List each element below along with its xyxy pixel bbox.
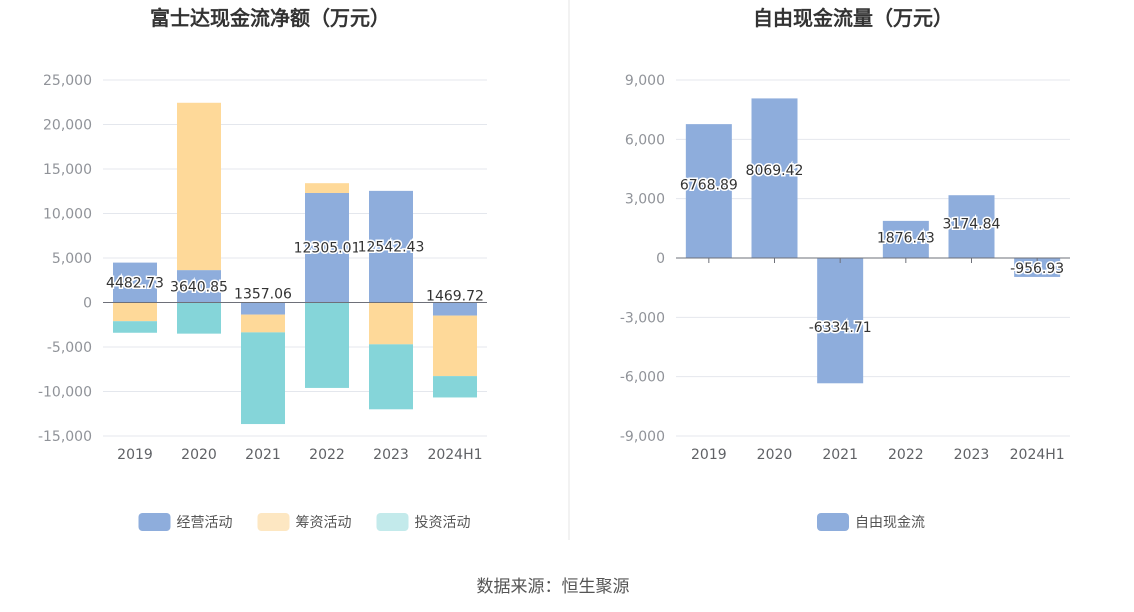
data-label: 1357.06	[234, 287, 292, 303]
data-label: 12542.43	[358, 240, 425, 256]
bar	[433, 302, 477, 316]
y-tick-label: 0	[83, 296, 92, 312]
bar	[113, 262, 157, 303]
source-note: 数据来源：恒生聚源	[477, 577, 630, 597]
bar	[433, 376, 477, 398]
y-tick-label: 6,000	[625, 132, 665, 148]
y-tick-label: -5,000	[47, 340, 92, 356]
legend-label: 筹资活动	[296, 514, 352, 531]
data-label: 1876.43	[877, 231, 935, 247]
bar	[113, 302, 157, 322]
data-label: -956.93	[1010, 261, 1064, 277]
bar	[369, 302, 413, 345]
x-tick-label: 2021	[245, 447, 281, 463]
bar	[882, 220, 929, 258]
y-tick-label: 10,000	[43, 207, 92, 223]
bar	[305, 302, 349, 388]
data-label: 8069.42	[746, 163, 804, 179]
y-tick-label: -15,000	[38, 429, 92, 445]
data-label: 4482.73	[106, 276, 164, 292]
x-tick-label: 2024H1	[427, 447, 482, 463]
y-tick-label: 25,000	[43, 73, 92, 89]
x-tick-label: 2020	[181, 447, 217, 463]
bar	[751, 98, 798, 258]
bar	[177, 302, 221, 334]
bar	[241, 314, 285, 333]
y-tick-label: -10,000	[38, 385, 92, 401]
data-label: 12305.01	[294, 241, 361, 257]
y-tick-label: -3,000	[620, 310, 665, 326]
bar	[817, 258, 864, 384]
bar	[685, 124, 732, 258]
legend-swatch	[257, 513, 290, 531]
chart-title: 自由现金流量（万元）	[753, 6, 953, 30]
chart-title: 富士达现金流净额（万元）	[150, 6, 390, 30]
y-tick-label: -6,000	[620, 370, 665, 386]
x-tick-label: 2024H1	[1010, 447, 1065, 463]
bar	[948, 195, 995, 258]
bar	[177, 102, 221, 271]
x-tick-label: 2019	[117, 447, 153, 463]
x-tick-label: 2023	[954, 447, 990, 463]
bar	[1014, 258, 1061, 277]
x-tick-label: 2021	[822, 447, 858, 463]
y-tick-label: 3,000	[625, 192, 665, 208]
bar	[177, 270, 221, 303]
data-label: -6334.71	[809, 320, 872, 336]
legend-swatch	[817, 513, 849, 531]
legend-swatch	[376, 513, 409, 531]
x-tick-label: 2019	[691, 447, 727, 463]
data-label: 3174.84	[943, 216, 1001, 232]
x-tick-label: 2020	[757, 447, 793, 463]
data-label: 6768.89	[680, 177, 738, 193]
legend-label: 经营活动	[177, 515, 233, 531]
bar	[241, 332, 285, 425]
y-tick-label: 9,000	[625, 73, 665, 89]
bar	[369, 344, 413, 410]
y-tick-label: 15,000	[43, 162, 92, 178]
x-tick-label: 2022	[888, 447, 924, 463]
bar	[305, 192, 349, 303]
y-tick-label: 0	[656, 251, 665, 267]
x-tick-label: 2022	[309, 447, 345, 463]
y-tick-label: 5,000	[52, 251, 92, 267]
bar	[369, 190, 413, 303]
data-label: 1469.72	[426, 289, 484, 305]
y-tick-label: -9,000	[620, 429, 665, 445]
y-tick-label: 20,000	[43, 118, 92, 134]
bar	[305, 183, 349, 193]
legend-label: 自由现金流	[855, 515, 925, 531]
legend-swatch	[138, 513, 171, 531]
bar	[241, 302, 285, 315]
bar	[433, 315, 477, 377]
data-label: 3640.85	[170, 279, 228, 295]
x-tick-label: 2023	[373, 447, 409, 463]
legend-label: 投资活动	[415, 515, 471, 531]
bar	[113, 321, 157, 333]
